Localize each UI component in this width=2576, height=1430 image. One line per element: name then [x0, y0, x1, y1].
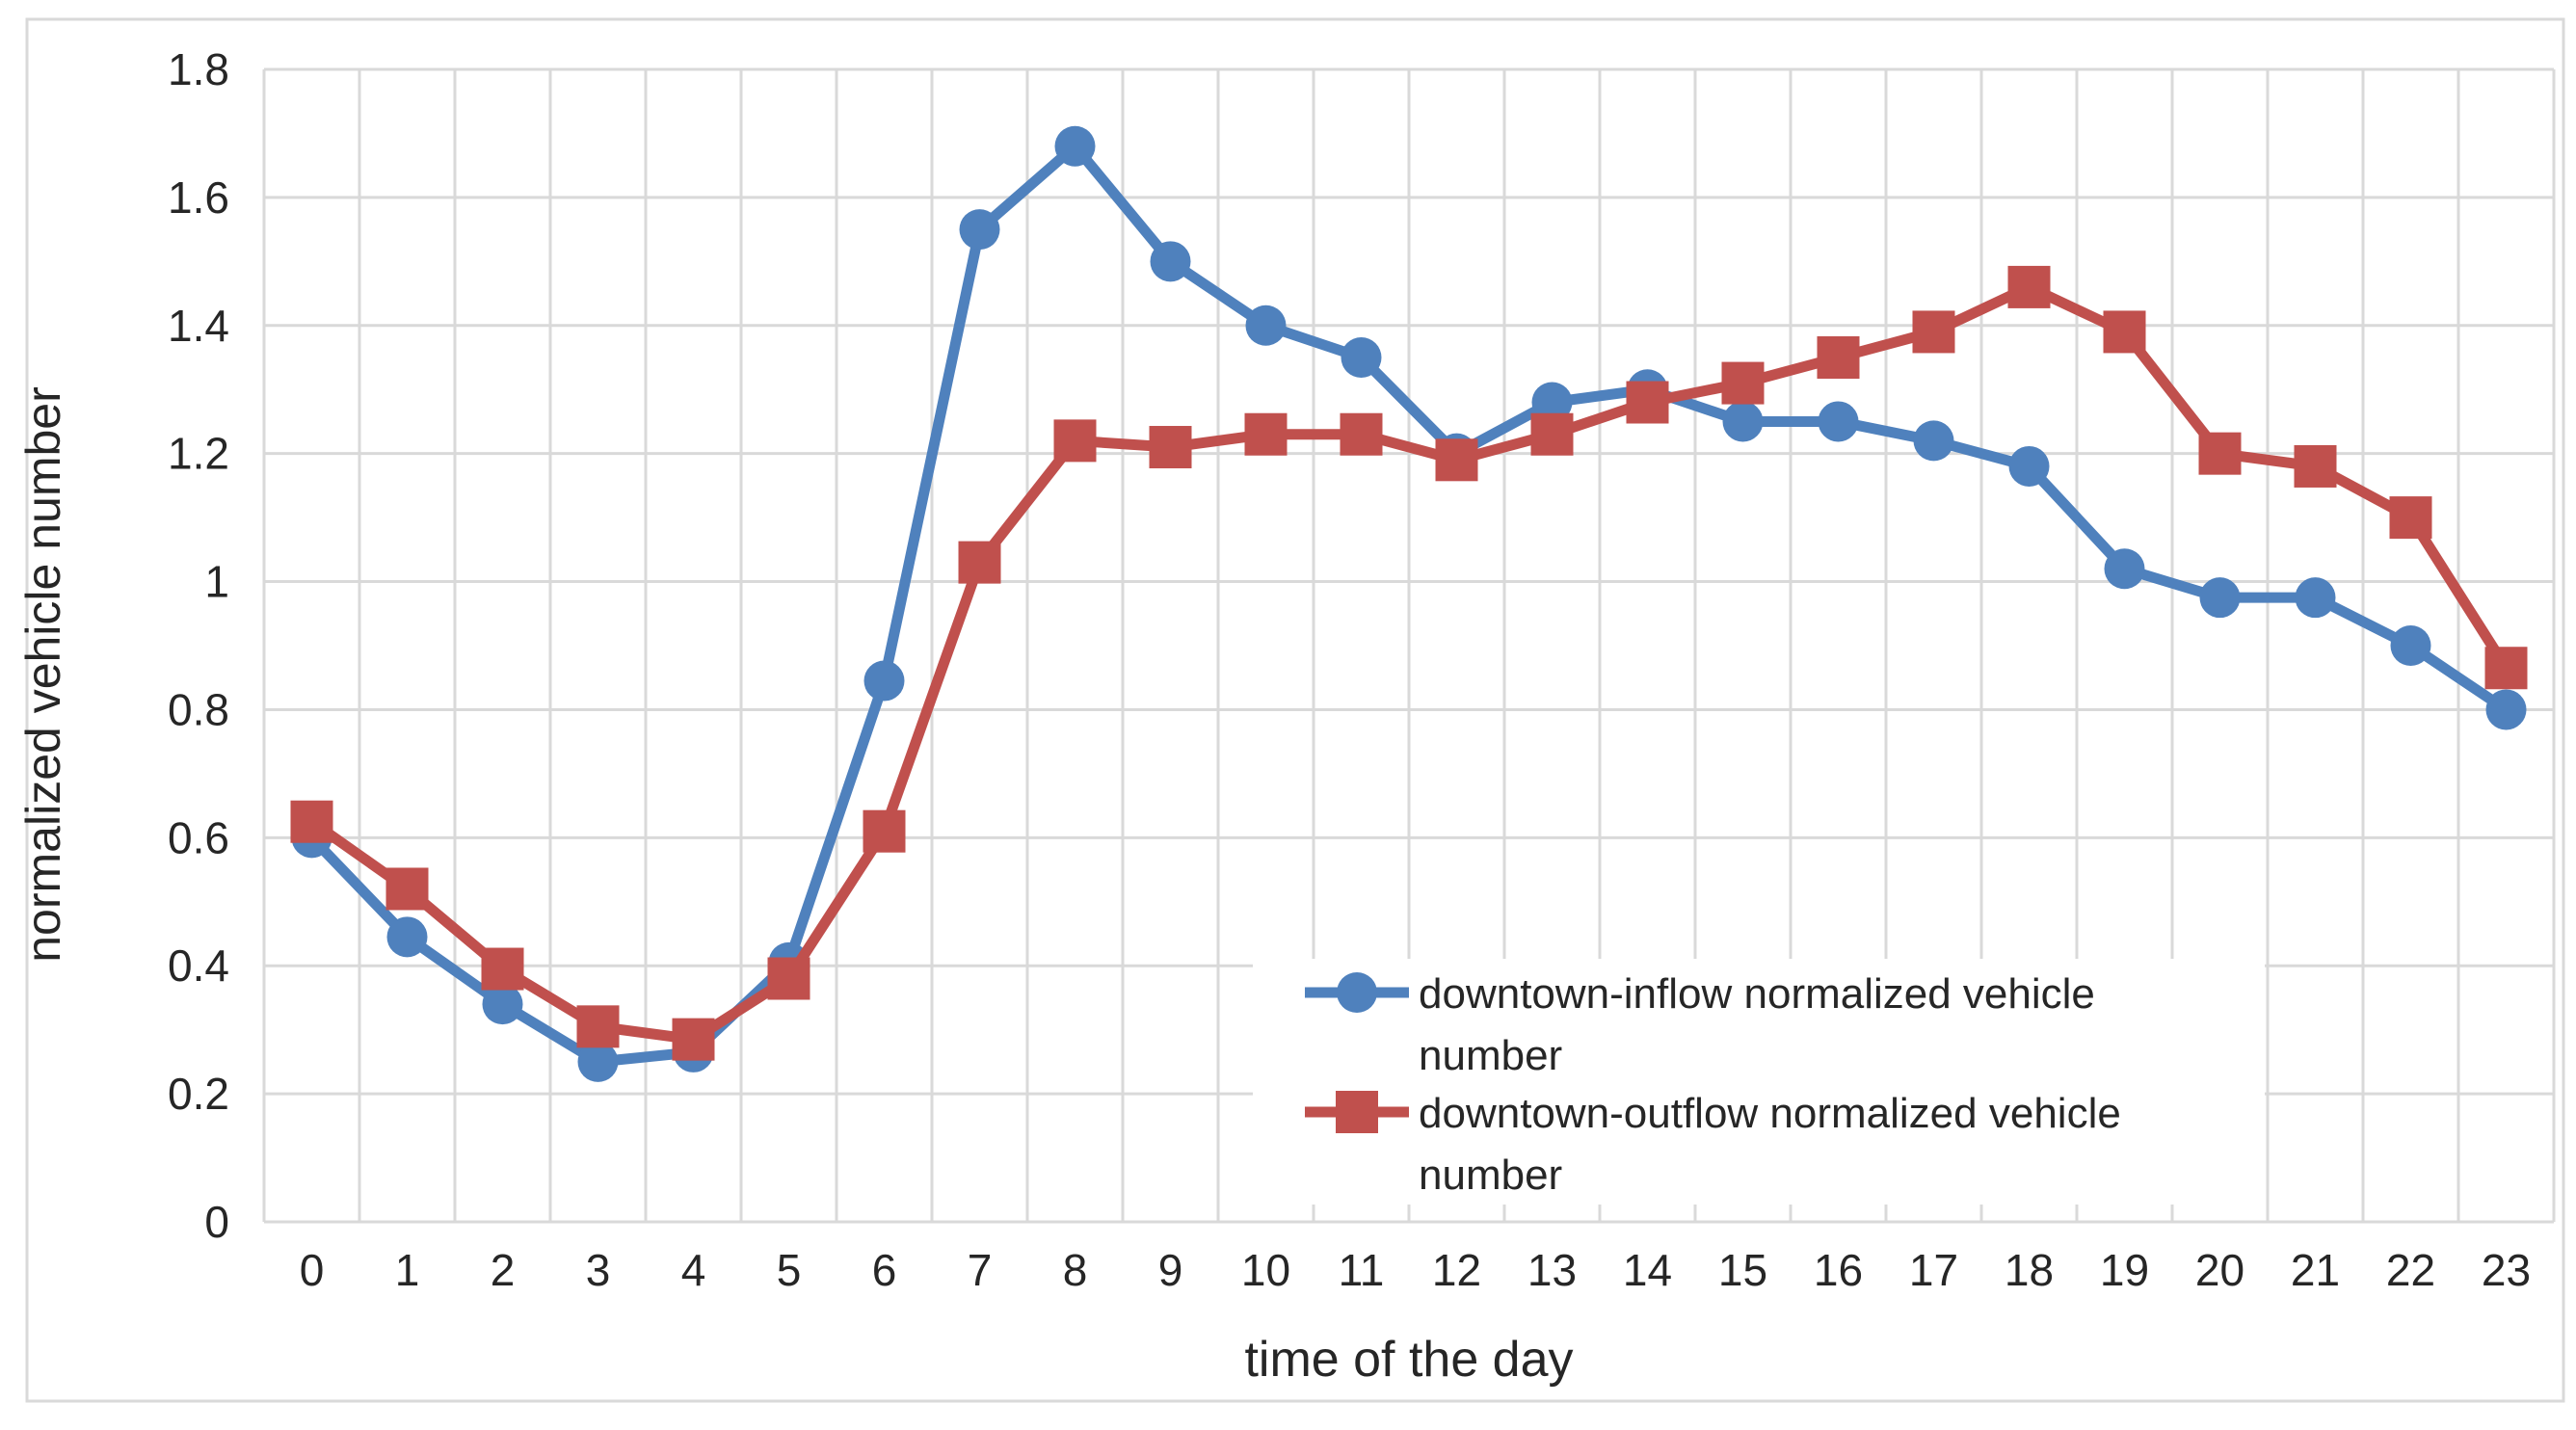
data-point-inflow	[2008, 445, 2050, 487]
data-point-outflow	[2007, 265, 2051, 308]
x-tick-label: 1	[395, 1245, 420, 1295]
data-point-inflow	[386, 916, 428, 958]
x-tick-label: 15	[1718, 1245, 1767, 1295]
data-point-inflow	[2199, 577, 2241, 619]
legend-label: number	[1419, 1032, 1562, 1079]
legend-marker-circle-icon	[1337, 972, 1377, 1013]
x-tick-label: 19	[2100, 1245, 2149, 1295]
grid-layer	[262, 67, 2556, 1224]
data-point-outflow	[385, 867, 429, 911]
legend: downtown-inflow normalized vehicle number…	[1253, 959, 2265, 1205]
x-tick-label: 17	[1909, 1245, 1958, 1295]
data-point-outflow	[2484, 647, 2528, 690]
y-tick-label: 0.4	[168, 940, 229, 991]
x-tick-label: 3	[586, 1245, 611, 1295]
data-point-inflow	[577, 1041, 619, 1082]
data-point-outflow	[1244, 412, 1288, 456]
x-tick-label: 18	[2005, 1245, 2054, 1295]
data-point-inflow	[959, 209, 1000, 251]
data-point-inflow	[2104, 548, 2145, 590]
data-point-inflow	[1150, 241, 1191, 282]
data-point-inflow	[482, 984, 523, 1025]
data-point-inflow	[2485, 689, 2527, 730]
y-tick-label: 0.6	[168, 812, 229, 862]
data-point-inflow	[1722, 401, 1764, 442]
data-point-outflow	[958, 541, 1001, 584]
x-tick-label: 4	[681, 1245, 706, 1295]
y-tick-label: 0.2	[168, 1069, 229, 1119]
data-point-outflow	[767, 957, 810, 1000]
y-tick-label: 1	[204, 557, 229, 607]
x-tick-label: 10	[1241, 1245, 1290, 1295]
data-point-outflow	[1626, 381, 1669, 424]
data-point-outflow	[2294, 444, 2337, 488]
data-point-outflow	[1053, 419, 1097, 463]
x-tick-label: 23	[2482, 1245, 2531, 1295]
x-tick-label: 9	[1158, 1245, 1183, 1295]
x-tick-label: 21	[2291, 1245, 2340, 1295]
data-point-outflow	[576, 1005, 620, 1048]
x-tick-label: 13	[1527, 1245, 1577, 1295]
data-point-outflow	[290, 800, 333, 843]
series-layer	[290, 125, 2528, 1082]
legend-label: downtown-inflow normalized vehicle	[1419, 970, 2095, 1018]
data-point-outflow	[1435, 438, 1478, 482]
data-point-outflow	[672, 1018, 715, 1061]
data-point-outflow	[2103, 310, 2146, 354]
x-tick-label: 20	[2195, 1245, 2244, 1295]
data-point-outflow	[1149, 426, 1192, 469]
data-point-inflow	[1054, 125, 1096, 167]
x-tick-label: 11	[1339, 1245, 1385, 1295]
y-tick-label: 1.8	[168, 44, 229, 94]
y-tick-label: 0.8	[168, 684, 229, 734]
data-point-outflow	[1721, 361, 1765, 405]
x-tick-label: 22	[2386, 1245, 2435, 1295]
y-axis-title: normalized vehicle number	[16, 386, 70, 963]
data-point-outflow	[2198, 432, 2242, 475]
x-tick-label: 14	[1623, 1245, 1672, 1295]
data-point-outflow	[863, 809, 906, 853]
y-tick-label: 1.6	[168, 172, 229, 223]
x-tick-label: 7	[968, 1245, 993, 1295]
data-point-inflow	[1818, 401, 1859, 442]
data-point-inflow	[2295, 577, 2336, 619]
x-axis-title: time of the day	[1244, 1332, 1573, 1388]
data-point-inflow	[2390, 625, 2431, 666]
x-tick-label: 16	[1814, 1245, 1863, 1295]
data-point-inflow	[863, 660, 905, 702]
data-point-outflow	[2389, 496, 2432, 540]
data-point-outflow	[1530, 412, 1574, 456]
y-tick-label: 1.4	[168, 301, 229, 351]
x-tick-label: 2	[491, 1245, 516, 1295]
data-point-inflow	[1341, 337, 1382, 378]
y-tick-label: 1.2	[168, 429, 229, 479]
data-point-outflow	[1817, 336, 1860, 379]
x-tick-label: 0	[300, 1245, 325, 1295]
data-point-inflow	[1913, 420, 1954, 462]
legend-marker-square-icon	[1336, 1091, 1378, 1133]
legend-box	[1253, 959, 2265, 1205]
legend-label: number	[1419, 1152, 1562, 1199]
axis-labels: 00.20.40.60.811.21.41.61.80 1 2 3 4 5 6 7 8 9 10 11…	[168, 44, 2531, 1295]
data-point-inflow	[1245, 305, 1287, 346]
data-point-outflow	[481, 947, 524, 991]
x-tick-label: 6	[872, 1245, 897, 1295]
y-tick-label: 0	[204, 1197, 229, 1247]
data-point-outflow	[1912, 310, 1955, 354]
legend-label: downtown-outflow normalized vehicle	[1419, 1090, 2121, 1137]
data-point-outflow	[1340, 412, 1383, 456]
x-tick-label: 8	[1063, 1245, 1088, 1295]
x-tick-label: 5	[777, 1245, 802, 1295]
data-point-inflow	[1531, 382, 1573, 423]
x-tick-label: 12	[1432, 1245, 1481, 1295]
